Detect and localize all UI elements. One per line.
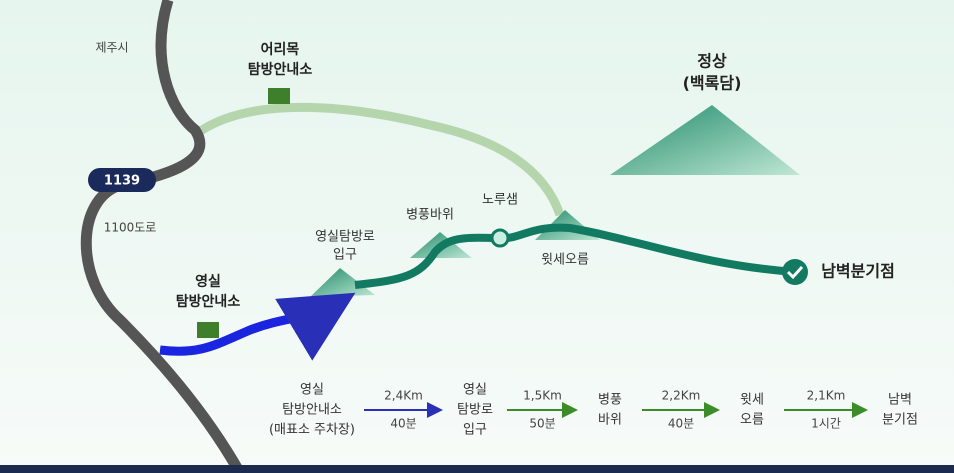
stop-label: 탐방안내소 bbox=[282, 403, 342, 418]
start-trail bbox=[159, 292, 356, 361]
stop-label: 병풍 bbox=[598, 393, 622, 408]
label: 정상 bbox=[697, 52, 727, 71]
stop-label: 윗세 bbox=[740, 393, 764, 408]
stop-label: 남벽 bbox=[888, 393, 912, 408]
label: 노루샘 bbox=[482, 193, 518, 208]
city-label: 제주시 bbox=[95, 41, 128, 55]
end-point bbox=[782, 259, 808, 285]
label: 영실탐방로 bbox=[315, 230, 375, 245]
leg-distance: 2,4Km bbox=[384, 389, 423, 403]
stop-label: 오름 bbox=[740, 413, 764, 428]
label: 어리목 bbox=[261, 41, 300, 58]
label: (백록담) bbox=[683, 74, 742, 93]
house-icon bbox=[197, 322, 219, 338]
stop-label: 영실 bbox=[300, 383, 324, 398]
noru-point bbox=[490, 228, 510, 248]
leg-time: 40분 bbox=[668, 417, 694, 431]
label: 영실 bbox=[195, 273, 221, 290]
label: 입구 bbox=[333, 248, 357, 263]
label: 병풍바위 bbox=[406, 208, 454, 223]
summit-mountain bbox=[610, 105, 800, 175]
label: 탐방안내소 bbox=[248, 61, 313, 78]
bottom-bar bbox=[0, 465, 954, 473]
stop-label: 입구 bbox=[463, 423, 487, 438]
stop-label: 분기점 bbox=[882, 413, 918, 428]
stop-label: 영실 bbox=[463, 383, 487, 398]
label: 윗세오름 bbox=[541, 253, 589, 268]
road-badge bbox=[88, 168, 156, 192]
label: 탐방안내소 bbox=[176, 293, 241, 310]
road-number: 1139 bbox=[104, 174, 140, 189]
leg-distance: 2,2Km bbox=[662, 389, 701, 403]
yeongsil-trail bbox=[354, 223, 796, 289]
stop-label: 탐방로 bbox=[457, 403, 493, 418]
leg-distance: 1,5Km bbox=[523, 389, 562, 403]
leg-time: 40분 bbox=[390, 417, 416, 431]
stop-label: (매표소 주차장) bbox=[269, 423, 355, 438]
house-icon bbox=[268, 88, 290, 104]
check-icon bbox=[786, 265, 804, 280]
eorimok-trail bbox=[192, 102, 565, 217]
leg-time: 50분 bbox=[529, 417, 555, 431]
leg-distance: 2,1Km bbox=[807, 389, 846, 403]
mountain bbox=[310, 268, 375, 297]
leg-time: 1시간 bbox=[811, 417, 841, 431]
stop-label: 바위 bbox=[598, 413, 622, 428]
label: 남벽분기점 bbox=[821, 262, 895, 281]
road-name: 1100도로 bbox=[104, 221, 157, 235]
